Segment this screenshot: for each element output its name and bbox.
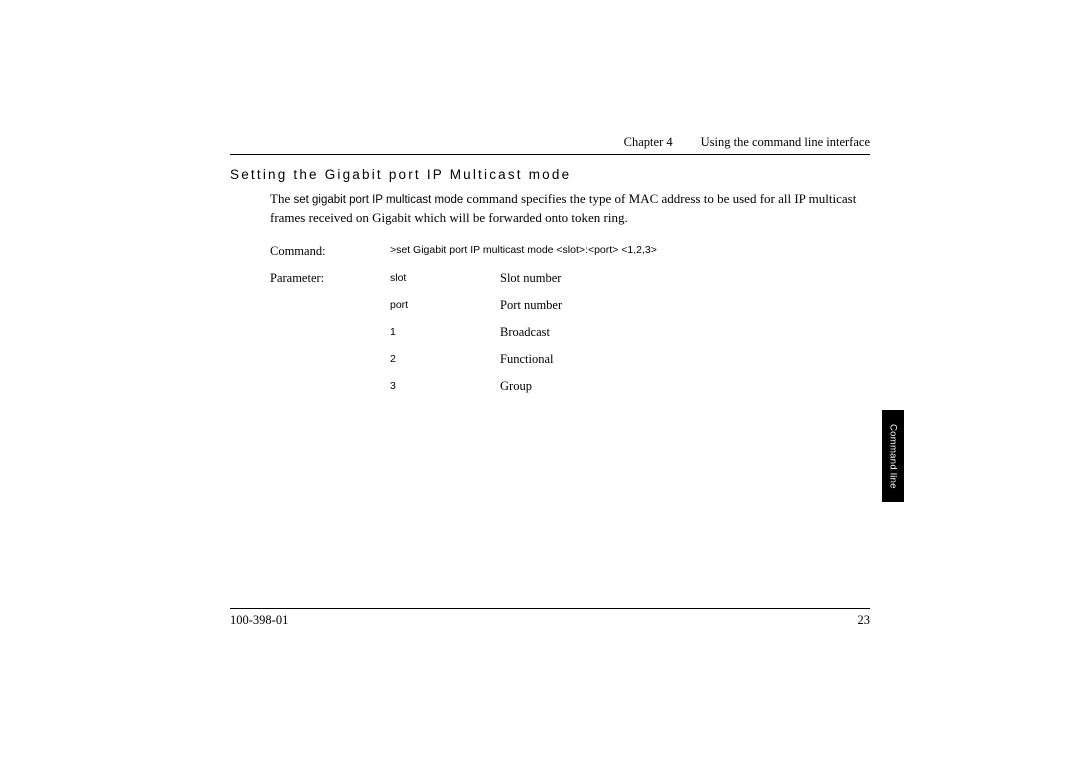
parameter-row: Parameter: slot Slot number — [270, 271, 870, 286]
param-desc: Group — [500, 379, 532, 394]
parameter-label: Parameter: — [270, 271, 390, 286]
param-code: 2 — [390, 352, 500, 365]
parameter-row: 3 Group — [270, 379, 870, 394]
section-title: Setting the Gigabit port IP Multicast mo… — [230, 167, 870, 182]
param-code: port — [390, 298, 500, 311]
param-code: 1 — [390, 325, 500, 338]
body-paragraph: The set gigabit port IP multicast mode c… — [270, 190, 870, 226]
command-syntax: >set Gigabit port IP multicast mode <slo… — [390, 244, 657, 256]
definition-table: Command: >set Gigabit port IP multicast … — [270, 244, 870, 394]
parameter-row: 1 Broadcast — [270, 325, 870, 340]
side-tab: Command line — [882, 410, 904, 502]
body-prefix: The — [270, 191, 293, 206]
header-title: Using the command line interface — [701, 135, 870, 150]
param-code: slot — [390, 271, 500, 284]
param-desc: Slot number — [500, 271, 561, 286]
command-label: Command: — [270, 244, 390, 259]
page-footer: 100-398-01 23 — [230, 608, 870, 628]
chapter-label: Chapter 4 — [624, 135, 673, 150]
page-header: Chapter 4 Using the command line interfa… — [230, 135, 870, 155]
command-row: Command: >set Gigabit port IP multicast … — [270, 244, 870, 259]
param-desc: Broadcast — [500, 325, 550, 340]
parameter-row: 2 Functional — [270, 352, 870, 367]
param-desc: Port number — [500, 298, 562, 313]
doc-number: 100-398-01 — [230, 613, 288, 628]
page-number: 23 — [858, 613, 871, 628]
param-desc: Functional — [500, 352, 553, 367]
parameter-row: port Port number — [270, 298, 870, 313]
param-code: 3 — [390, 379, 500, 392]
body-command-name: set gigabit port IP multicast mode — [293, 194, 463, 206]
page-content: Chapter 4 Using the command line interfa… — [230, 135, 870, 406]
